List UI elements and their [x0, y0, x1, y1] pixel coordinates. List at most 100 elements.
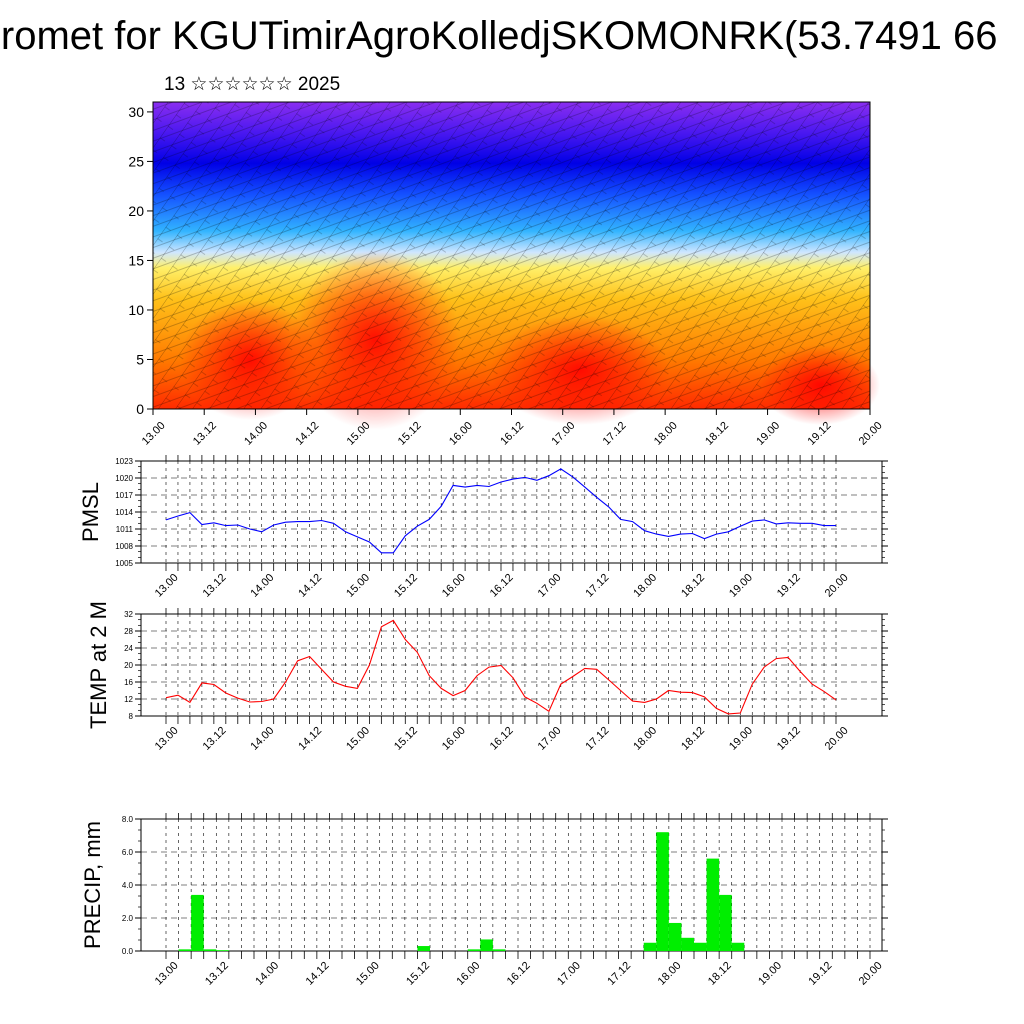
x-tick-label: 13.12 [201, 725, 229, 753]
x-tick-label: 15.12 [404, 960, 432, 988]
y-tick-label: 1020 [115, 474, 133, 483]
precip-bar [706, 858, 720, 951]
x-tick-label: 19.12 [775, 572, 803, 600]
series-line [165, 619, 837, 715]
x-tick-label: 19.00 [754, 420, 782, 448]
x-tick-label: 15.00 [354, 960, 382, 988]
y-tick-label: 5 [136, 351, 144, 367]
x-tick-label: 18.12 [706, 960, 734, 988]
y-axis-label: PRECIP, mm [80, 821, 105, 949]
x-tick-label: 20.00 [857, 420, 885, 448]
y-tick-label: 0 [136, 401, 144, 417]
precip-bar [656, 832, 669, 951]
precip-panel: 0.0 2.0 4.0 6.0 8.0 13.00 13.12 14.00 14.12 15.00… [80, 813, 888, 988]
x-tick-label: 17.12 [601, 420, 629, 448]
y-tick-label: 0.0 [122, 947, 134, 956]
x-tick-label: 20.00 [823, 572, 851, 600]
x-tick-label: 13.00 [153, 960, 181, 988]
precip-bar [203, 949, 217, 951]
x-tick-label: 13.00 [153, 572, 181, 600]
y-tick-label: 6.0 [122, 848, 134, 857]
x-tick-label: 18.00 [656, 960, 684, 988]
y-tick-label: 28 [124, 627, 133, 636]
temp-panel: 8 12 16 20 24 28 32 13.00 13.12 14.00 14.12 15.00 15… [86, 601, 888, 753]
x-tick-label: 18.12 [679, 572, 707, 600]
precip-bar [191, 894, 204, 951]
x-tick-label: 14.12 [304, 960, 332, 988]
y-tick-label: 8 [129, 712, 134, 721]
y-tick-label: 8.0 [122, 815, 134, 824]
x-tick-label: 17.12 [605, 960, 633, 988]
x-tick-label: 16.00 [440, 572, 468, 600]
precip-bar [480, 939, 493, 951]
x-tick-label: 15.12 [392, 725, 420, 753]
precip-bar [467, 949, 481, 951]
series-line [165, 468, 836, 554]
x-tick-label: 17.00 [555, 960, 583, 988]
x-tick-label: 13.00 [153, 725, 181, 753]
y-tick-label: 1011 [116, 525, 134, 534]
precip-bar [694, 942, 707, 951]
precip-bar [216, 950, 229, 951]
x-tick-label: 17.00 [536, 725, 564, 753]
y-tick-label: 24 [124, 644, 133, 653]
x-tick-label: 17.12 [583, 572, 611, 600]
precip-bar [643, 942, 657, 951]
x-tick-label: 19.12 [806, 960, 834, 988]
y-tick-label: 15 [128, 252, 144, 268]
x-tick-label: 14.12 [296, 572, 324, 600]
x-tick-label: 19.00 [727, 572, 755, 600]
x-tick-label: 18.12 [679, 725, 707, 753]
x-tick-label: 17.12 [583, 725, 611, 753]
x-tick-label: 13.12 [191, 420, 219, 448]
y-tick-label: 1017 [115, 491, 133, 500]
y-tick-label: 20 [124, 661, 133, 670]
y-tick-label: 12 [124, 695, 133, 704]
chart-date-subtitle: 13 ☆☆☆☆☆☆ 2025 [164, 74, 341, 95]
x-tick-label: 18.12 [703, 420, 731, 448]
y-axis-label: TEMP at 2 M [86, 601, 111, 729]
x-tick-label: 19.00 [727, 725, 755, 753]
precip-bar [668, 922, 682, 951]
x-tick-label: 15.12 [392, 572, 420, 600]
y-tick-label: 2.0 [122, 914, 134, 923]
x-tick-label: 16.12 [505, 960, 533, 988]
x-tick-label: 19.12 [775, 725, 803, 753]
y-tick-label: 10 [128, 302, 144, 318]
x-tick-label: 13.12 [203, 960, 231, 988]
precip-bar [681, 937, 694, 951]
x-tick-label: 14.12 [296, 725, 324, 753]
y-tick-label: 4.0 [122, 881, 134, 890]
x-tick-label: 15.00 [344, 572, 372, 600]
x-tick-label: 14.00 [253, 960, 281, 988]
x-tick-label: 14.12 [293, 420, 321, 448]
y-tick-label: 20 [128, 203, 144, 219]
x-tick-label: 18.00 [652, 420, 680, 448]
x-tick-label: 16.12 [498, 420, 526, 448]
page-title: lromet for KGUTimirAgroKolledjSKOMONRK(5… [0, 14, 998, 58]
y-tick-label: 30 [128, 104, 144, 120]
precip-bar [731, 942, 745, 951]
precip-bar [719, 894, 732, 951]
x-tick-label: 17.00 [536, 572, 564, 600]
pmsl-panel: 1005 1008 1011 1014 1017 1020 1023 13.00 13.12 14… [78, 455, 888, 600]
x-tick-label: 16.00 [440, 725, 468, 753]
x-tick-label: 14.00 [248, 572, 276, 600]
x-tick-label: 20.00 [823, 725, 851, 753]
x-tick-label: 15.00 [344, 725, 372, 753]
y-tick-label: 1008 [115, 542, 133, 551]
x-tick-label: 16.00 [447, 420, 475, 448]
precip-bar [417, 946, 430, 951]
y-tick-label: 16 [124, 678, 133, 687]
y-tick-label: 25 [128, 153, 144, 169]
vertical-profile-panel: 13.00 13.12 14.00 14.12 15.00 15.12 16.00 16.12… [128, 101, 885, 448]
precip-bar [178, 949, 192, 951]
x-tick-label: 16.12 [488, 725, 516, 753]
x-tick-label: 13.12 [201, 572, 229, 600]
x-tick-label: 16.00 [454, 960, 482, 988]
y-axis-label: PMSL [78, 482, 103, 542]
y-tick-label: 1023 [115, 457, 133, 466]
x-tick-label: 13.00 [140, 420, 168, 448]
streamlines [153, 102, 870, 409]
